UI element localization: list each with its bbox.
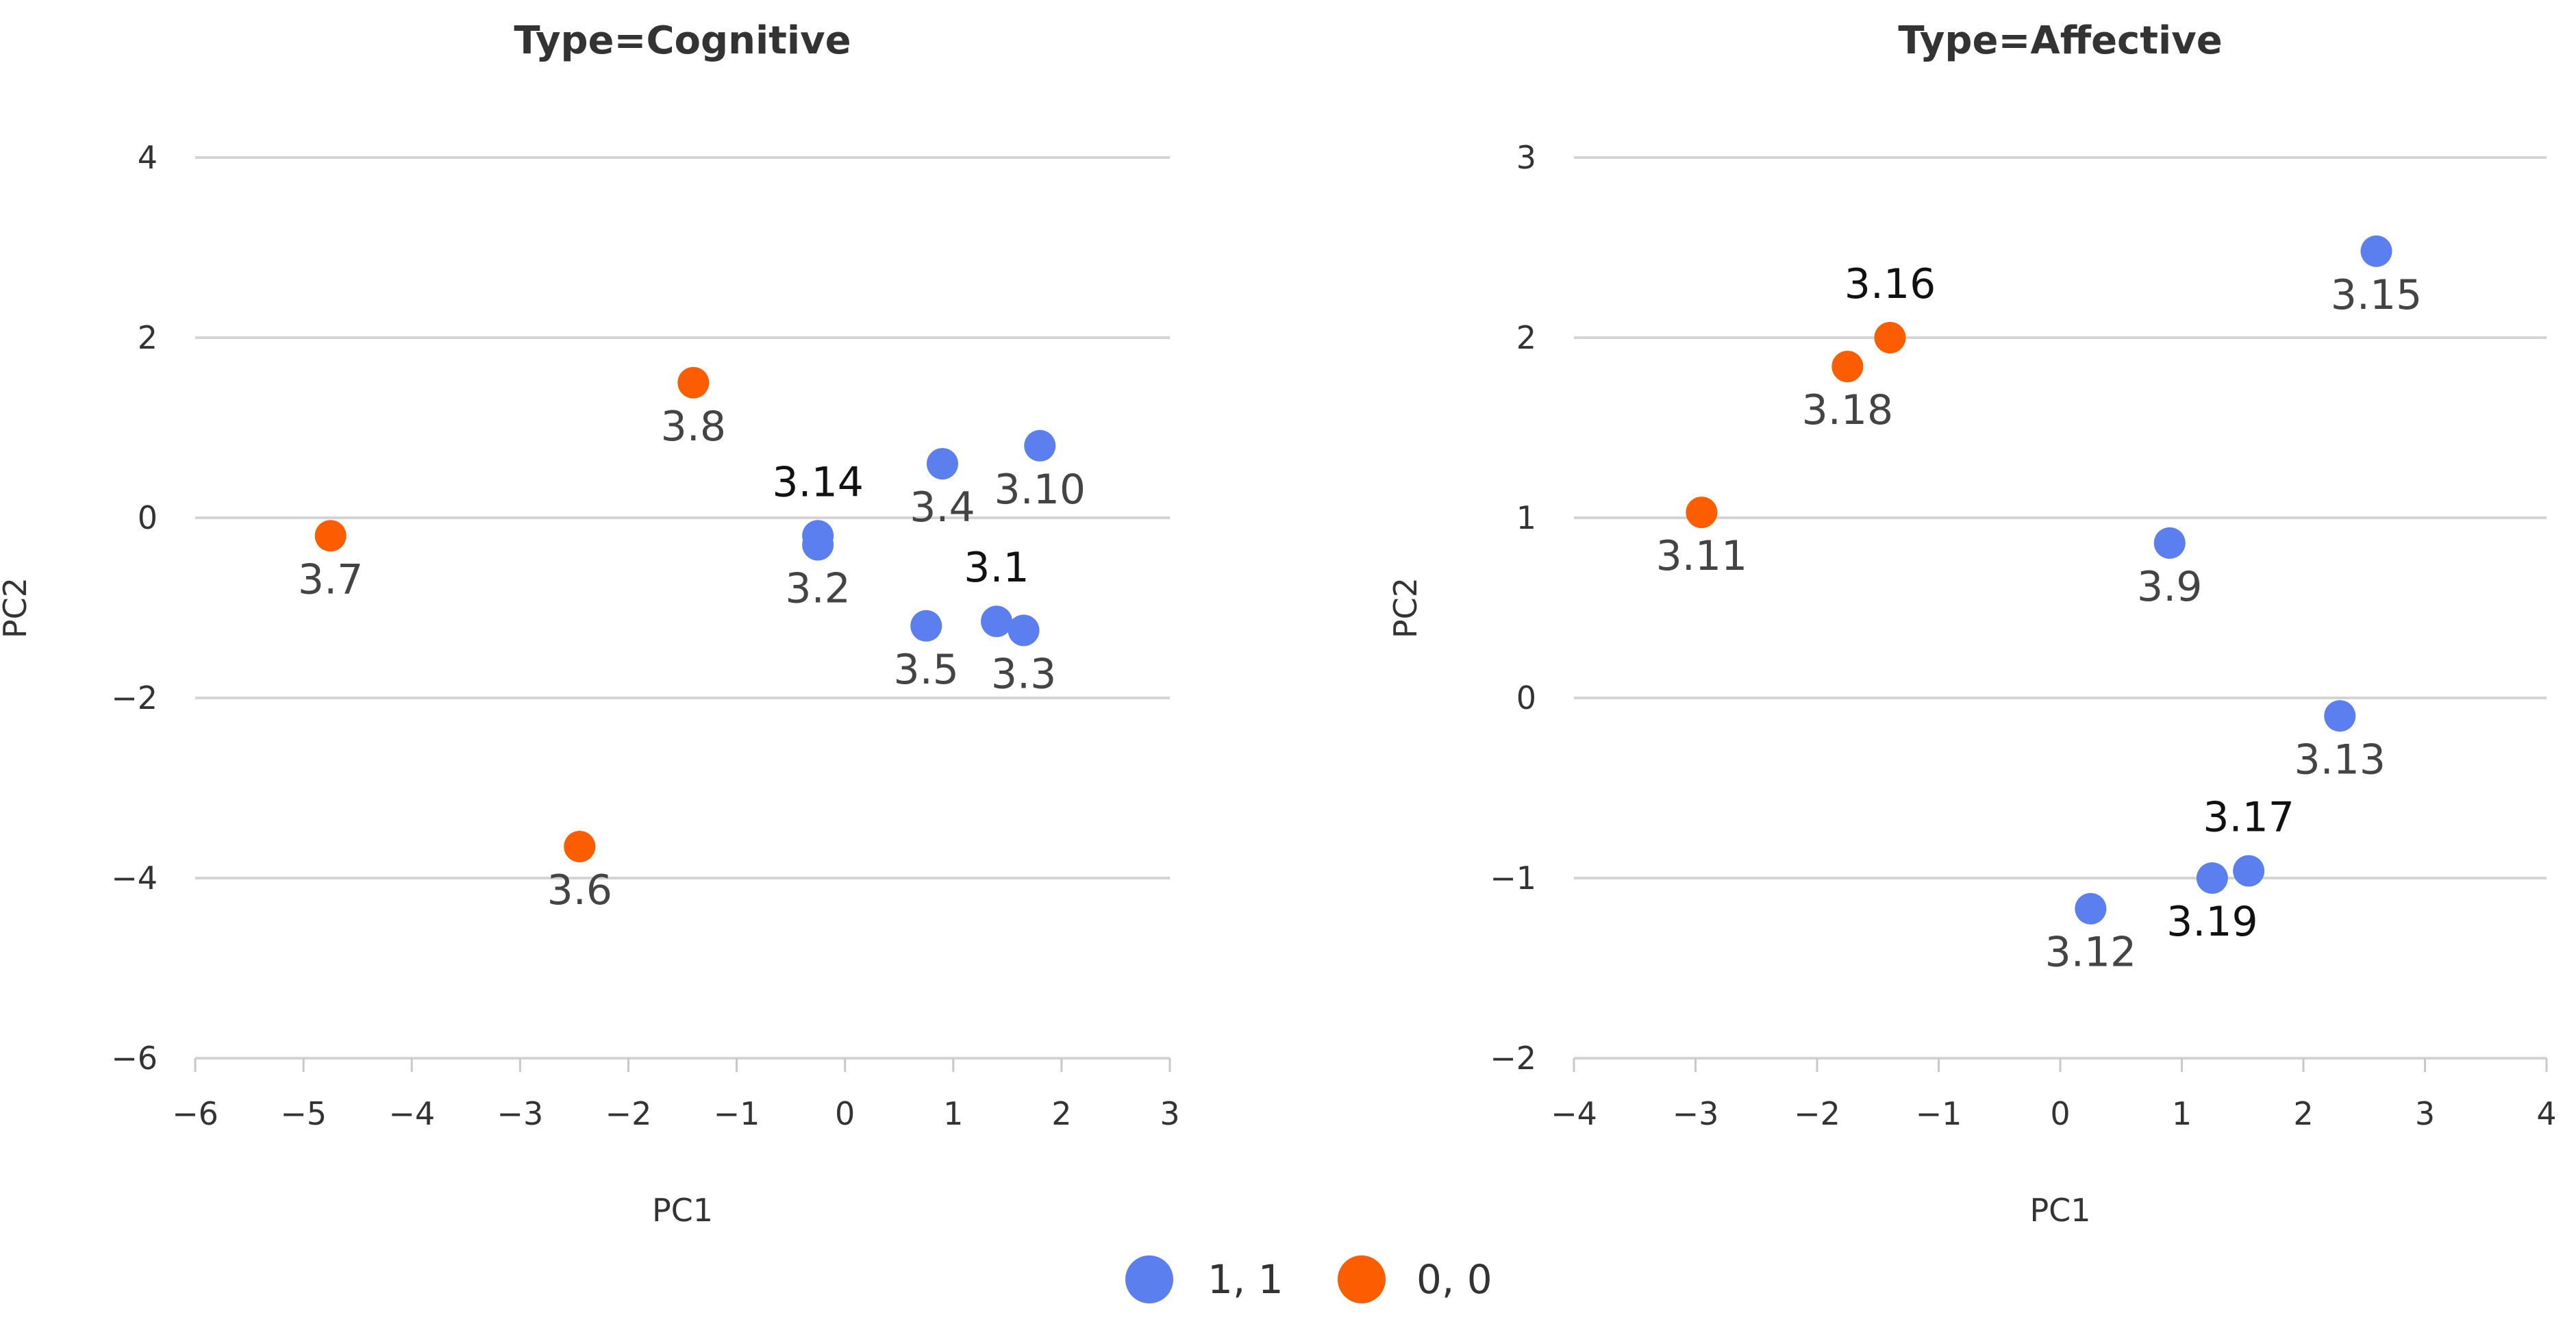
x-tick-label: 2 bbox=[2293, 1095, 2313, 1132]
data-point bbox=[2233, 855, 2265, 887]
data-point bbox=[2360, 235, 2392, 267]
point-label: 3.12 bbox=[2045, 929, 2137, 977]
panel-cognitive: Type=Cognitive −6 −4 −2 0 2 4 −6 −5 −4 −3 −2 −1 0 1 2 3 P… bbox=[0, 18, 1180, 1229]
data-point bbox=[314, 520, 347, 552]
y-tick-label: 3 bbox=[1516, 139, 1536, 176]
x-tick-label: 1 bbox=[2172, 1095, 2192, 1132]
point-label: 3.15 bbox=[2331, 271, 2423, 319]
point-label: 3.2 bbox=[785, 564, 850, 612]
x-tick-label: −1 bbox=[714, 1095, 760, 1132]
point-label: 3.1 bbox=[964, 544, 1029, 592]
data-point bbox=[677, 366, 710, 399]
y-axis-label: PC2 bbox=[1387, 577, 1424, 638]
y-tick-label: −1 bbox=[1490, 860, 1536, 897]
y-tick-label: 4 bbox=[138, 139, 158, 176]
data-point bbox=[1874, 322, 1906, 353]
data-point bbox=[1024, 429, 1056, 462]
y-tick-label: −4 bbox=[111, 860, 158, 897]
data-point bbox=[2075, 892, 2107, 925]
legend-marker bbox=[1338, 1255, 1386, 1303]
legend-label: 1, 1 bbox=[1208, 1256, 1284, 1303]
x-tick-label: −3 bbox=[1673, 1095, 1719, 1132]
chart-title: Type=Cognitive bbox=[514, 18, 851, 63]
x-tick-label: −2 bbox=[1794, 1095, 1840, 1132]
x-tick-label: −2 bbox=[605, 1095, 652, 1132]
y-axis-label: PC2 bbox=[0, 577, 34, 638]
x-tick-label: 1 bbox=[943, 1095, 963, 1132]
y-tick-label: −2 bbox=[1490, 1040, 1536, 1077]
y-tick-label: −2 bbox=[111, 679, 158, 716]
panel-affective: Type=Affective −2 −1 0 1 2 3 −4 −3 −2 −1 0 1 2 3 4 PC1 PC… bbox=[1387, 18, 2557, 1229]
point-label: 3.7 bbox=[298, 555, 363, 603]
point-label: 3.4 bbox=[910, 484, 975, 531]
y-tick-label: 0 bbox=[1516, 679, 1536, 716]
y-tick-label: 1 bbox=[1516, 499, 1536, 536]
point-label: 3.6 bbox=[547, 866, 612, 914]
point-label: 3.14 bbox=[772, 458, 864, 506]
legend-marker bbox=[1125, 1255, 1173, 1303]
x-tick-label: −4 bbox=[388, 1095, 435, 1132]
x-tick-label: −4 bbox=[1551, 1095, 1597, 1132]
x-tick-label: −5 bbox=[280, 1095, 327, 1132]
x-tick-label: 0 bbox=[835, 1095, 855, 1132]
data-point bbox=[1686, 497, 1718, 529]
point-label: 3.8 bbox=[661, 403, 726, 451]
point-label: 3.19 bbox=[2166, 898, 2258, 946]
y-tick-label: 2 bbox=[1516, 319, 1536, 356]
point-label: 3.18 bbox=[1802, 386, 1894, 434]
x-tick-label: 2 bbox=[1051, 1095, 1071, 1132]
y-tick-label: 2 bbox=[138, 319, 158, 356]
data-point bbox=[802, 529, 834, 561]
data-point bbox=[1008, 614, 1040, 647]
data-point bbox=[981, 605, 1013, 638]
point-label: 3.9 bbox=[2137, 563, 2202, 611]
y-tick-label: −6 bbox=[111, 1040, 158, 1077]
x-tick-label: −1 bbox=[1916, 1095, 1962, 1132]
y-tick-label: 0 bbox=[138, 499, 158, 536]
x-tick-label: 0 bbox=[2050, 1095, 2070, 1132]
point-label: 3.11 bbox=[1656, 532, 1748, 580]
point-label: 3.5 bbox=[894, 646, 959, 694]
point-label: 3.17 bbox=[2203, 793, 2294, 841]
point-label: 3.16 bbox=[1845, 260, 1936, 308]
point-label: 3.13 bbox=[2294, 736, 2386, 784]
x-axis-label: PC1 bbox=[652, 1192, 713, 1229]
data-point bbox=[2324, 700, 2356, 732]
x-axis-label: PC1 bbox=[2029, 1192, 2090, 1229]
data-point bbox=[926, 448, 958, 480]
data-point bbox=[2153, 527, 2186, 559]
point-label: 3.10 bbox=[994, 466, 1086, 514]
chart-title: Type=Affective bbox=[1898, 18, 2222, 63]
legend: 1, 1 0, 0 bbox=[1125, 1255, 1492, 1303]
x-tick-label: 3 bbox=[2415, 1095, 2435, 1132]
x-tick-label: −3 bbox=[497, 1095, 543, 1132]
x-tick-label: 3 bbox=[1160, 1095, 1179, 1132]
x-tick-label: −6 bbox=[172, 1095, 218, 1132]
point-label: 3.3 bbox=[991, 650, 1056, 698]
data-point bbox=[2196, 862, 2228, 894]
x-tick-label: 4 bbox=[2536, 1095, 2556, 1132]
data-point bbox=[1831, 351, 1864, 383]
data-point bbox=[564, 830, 596, 862]
data-point bbox=[910, 610, 942, 642]
legend-label: 0, 0 bbox=[1416, 1256, 1492, 1303]
